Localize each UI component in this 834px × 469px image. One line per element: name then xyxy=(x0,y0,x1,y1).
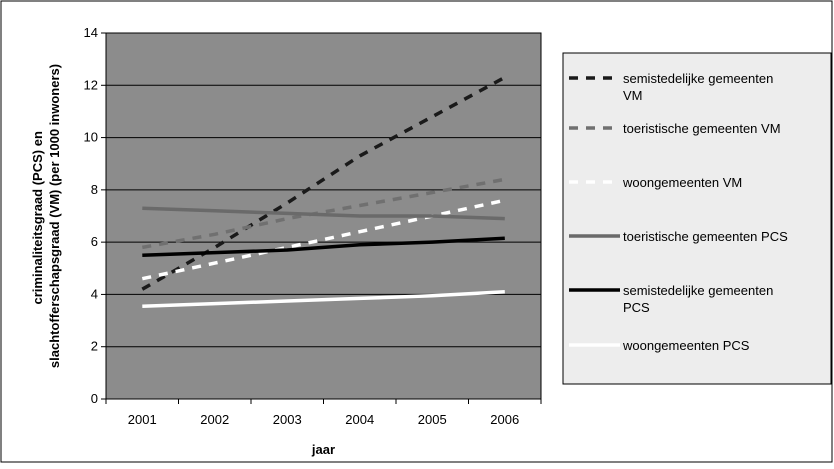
y-tick-label: 14 xyxy=(84,25,98,40)
y-tick-label: 8 xyxy=(91,182,98,197)
legend-label-line: toeristische gemeenten PCS xyxy=(623,229,788,244)
legend-label-line: woongemeenten VM xyxy=(622,175,742,190)
y-tick-label: 4 xyxy=(91,286,98,301)
x-tick-label: 2005 xyxy=(418,412,447,427)
legend-label-line: semistedelijke gemeenten xyxy=(623,283,773,298)
x-tick-label: 2004 xyxy=(345,412,374,427)
x-tick-label: 2002 xyxy=(200,412,229,427)
y-axis-title-line-2: slachtofferschapsgraad (VM) (per 1000 in… xyxy=(47,64,62,368)
legend-label: woongemeenten VM xyxy=(622,175,742,190)
y-tick-label: 6 xyxy=(91,234,98,249)
legend-label: woongemeenten PCS xyxy=(622,338,750,353)
legend xyxy=(563,53,831,384)
x-axis-title: jaar xyxy=(311,442,335,457)
y-tick-label: 2 xyxy=(91,339,98,354)
y-tick-label: 0 xyxy=(91,391,98,406)
legend-label: toeristische gemeenten PCS xyxy=(623,229,788,244)
y-tick-label: 10 xyxy=(84,130,98,145)
legend-label-line: VM xyxy=(623,88,643,103)
x-tick-label: 2006 xyxy=(490,412,519,427)
y-axis-title-line-1: criminaliteitsgraad (PCS) en xyxy=(30,131,45,304)
x-tick-label: 2003 xyxy=(273,412,302,427)
y-tick-label: 12 xyxy=(84,77,98,92)
legend-label-line: woongemeenten PCS xyxy=(622,338,750,353)
legend-label-line: toeristische gemeenten VM xyxy=(623,121,781,136)
legend-label: toeristische gemeenten VM xyxy=(623,121,781,136)
legend-label-line: PCS xyxy=(623,300,650,315)
legend-label-line: semistedelijke gemeenten xyxy=(623,71,773,86)
x-tick-label: 2001 xyxy=(128,412,157,427)
